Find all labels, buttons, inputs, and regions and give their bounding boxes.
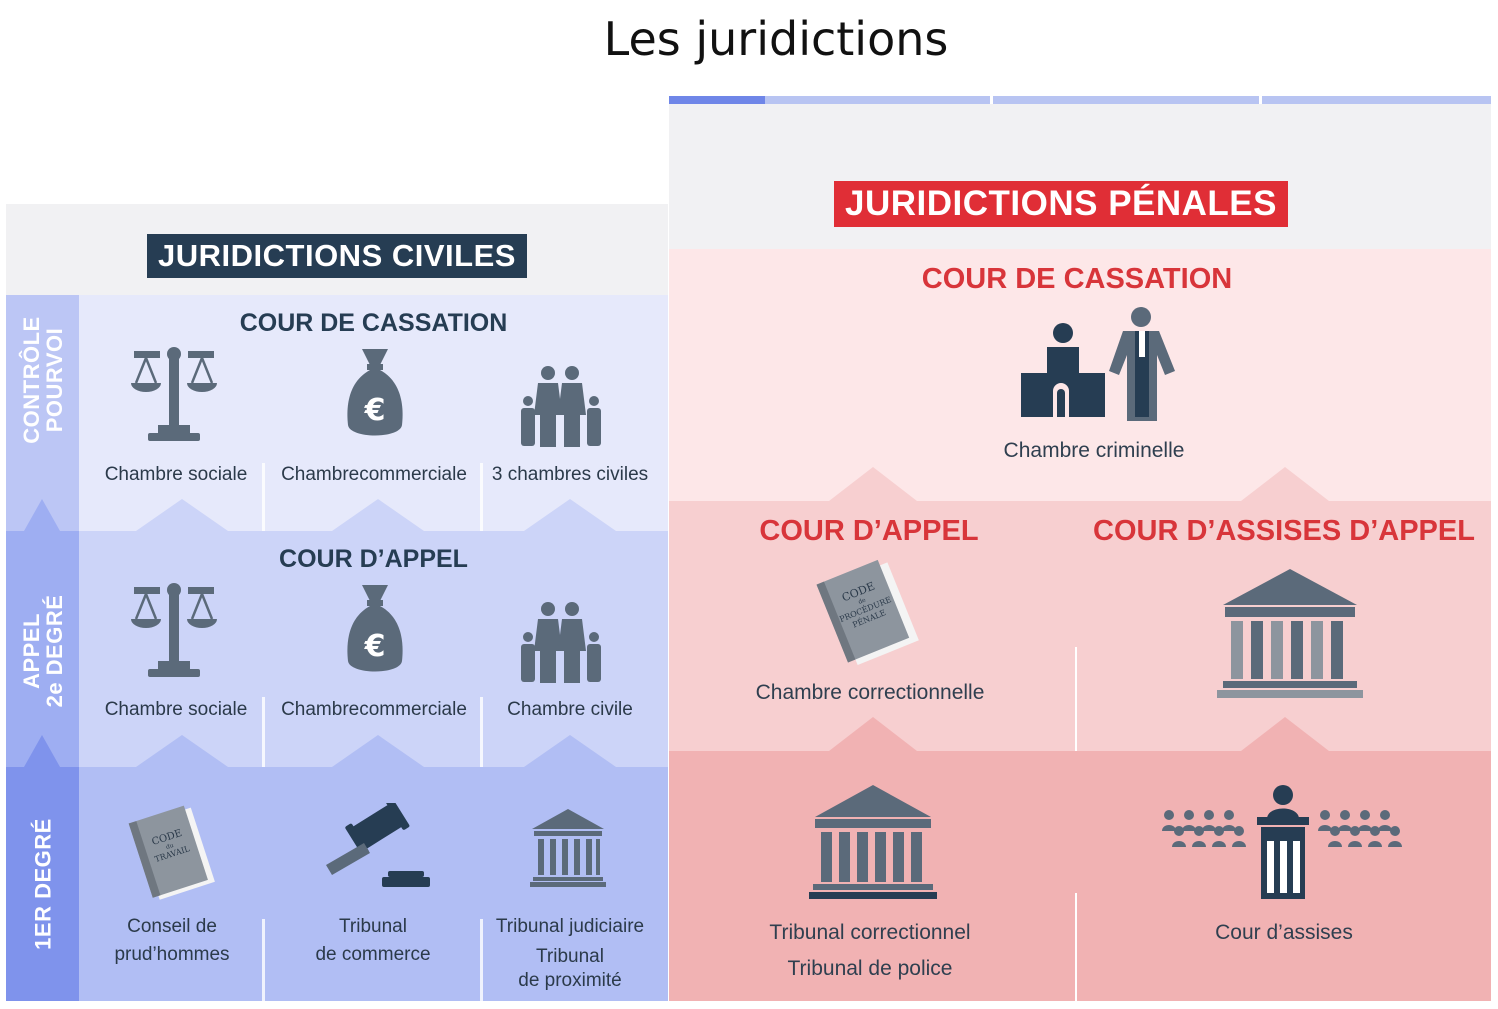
civil-appel-heading: COUR D’APPEL <box>279 545 468 573</box>
arrow-up-icon <box>136 735 228 767</box>
civil-appel-cell-2: Chambrecommerciale <box>281 699 467 720</box>
arrow-up-icon <box>24 735 60 767</box>
code-book-text: de <box>857 596 867 605</box>
top-strip <box>669 96 1491 104</box>
penal-first-degree-band: Tribunal correctionnel Tribunal de polic… <box>669 751 1491 1001</box>
separator <box>480 697 483 767</box>
cell-line-2: prud’hommes <box>114 944 230 965</box>
civil-first-cell-1: Conseil de prud’hommes <box>72 913 272 969</box>
civil-cassation-heading: COUR DE CASSATION <box>239 309 508 337</box>
side-label-line-2: POURVOI <box>42 327 67 433</box>
cell-line-3: de proximité <box>518 970 622 991</box>
separator <box>480 919 483 1001</box>
penal-cassation-cell: Chambre criminelle <box>1003 439 1185 462</box>
arrow-up-icon <box>829 717 917 751</box>
arrow-up-icon <box>829 467 917 501</box>
arrow-up-icon <box>136 499 228 531</box>
civil-first-degree-band: 1ER DEGRÉ CODE du TRAVAIL <box>6 767 668 1001</box>
civil-first-cell-2: Tribunal de commerce <box>273 913 473 969</box>
code-book-icon: CODE de PROCÉDURE PÉNALE <box>816 559 919 666</box>
penal-cassation-band: COUR DE CASSATION Chambre criminelle <box>669 249 1491 501</box>
cell-line-1: Tribunal correctionnel <box>769 921 971 944</box>
cell-line-1: Tribunal judiciaire <box>495 916 645 937</box>
civil-cassation-band: CONTRÔLE POURVOI COUR DE CASSATION € <box>6 295 668 531</box>
arrow-up-icon <box>24 499 60 531</box>
cell-line-2: Tribunal de police <box>787 957 953 980</box>
arrow-up-icon <box>1241 717 1329 751</box>
family-icon <box>521 602 601 683</box>
family-icon <box>521 366 601 447</box>
cell-line-1: Conseil de <box>127 916 217 937</box>
top-strip-gap <box>990 96 993 104</box>
penal-badge: JURIDICTIONS PÉNALES <box>834 181 1288 227</box>
side-label-line-1: APPEL <box>19 613 44 689</box>
penal-appel-cell: Chambre correctionnelle <box>755 681 985 704</box>
civil-cassation-cell-2: Chambrecommerciale <box>281 464 467 485</box>
side-label-line-2: 2e DEGRÉ <box>42 594 67 708</box>
penal-appel-heading: COUR D’APPEL <box>759 515 979 547</box>
arrow-up-icon <box>332 735 424 767</box>
penal-courts-panel: JURIDICTIONS PÉNALES COUR DE CASSATION C… <box>669 96 1491 1001</box>
side-label-line-1: CONTRÔLE <box>19 316 44 444</box>
money-bag-icon: € <box>347 585 403 672</box>
civil-first-cell-3: Tribunal judiciaire Tribunal de proximit… <box>470 913 668 993</box>
civil-cassation-cell-1: Chambre sociale <box>104 464 248 485</box>
money-bag-icon: € <box>347 349 403 436</box>
separator <box>262 919 265 1001</box>
cell-line-2: de commerce <box>315 944 431 965</box>
arrow-up-icon <box>1241 467 1329 501</box>
penal-first-cell-right: Cour d’assises <box>1215 921 1353 944</box>
penal-assises-appel-heading: COUR D’ASSISES D’APPEL <box>1093 515 1475 547</box>
courthouse-icon <box>809 785 937 899</box>
civil-badge: JURIDICTIONS CIVILES <box>147 234 527 278</box>
gavel-icon <box>326 803 430 887</box>
penal-appel-band: COUR D’APPEL COUR D’ASSISES D’APPEL CODE… <box>669 501 1491 751</box>
separator <box>262 697 265 767</box>
separator <box>480 463 483 531</box>
cell-line-2: Tribunal <box>536 946 604 967</box>
arrow-up-icon <box>524 735 616 767</box>
svg-text:€: € <box>364 393 386 428</box>
civil-appel-band: APPEL 2e DEGRÉ COUR D’APPEL € <box>6 531 668 767</box>
penal-cassation-heading: COUR DE CASSATION <box>921 263 1233 295</box>
page-title: Les juridictions <box>603 12 949 66</box>
civil-first-degree-side-label: 1ER DEGRÉ <box>6 767 79 1001</box>
civil-cassation-side-label: CONTRÔLE POURVOI <box>6 295 79 531</box>
arrow-up-icon <box>332 499 424 531</box>
civil-cassation-cell-3: 3 chambres civiles <box>491 464 649 485</box>
civil-appel-cell-1: Chambre sociale <box>104 699 248 720</box>
top-strip-accent <box>669 96 765 104</box>
courthouse-icon <box>1217 569 1363 698</box>
judges-icon <box>1021 307 1175 421</box>
courthouse-icon <box>530 809 606 887</box>
assize-court-icon <box>1162 785 1402 899</box>
scales-icon <box>131 583 217 677</box>
penal-first-cell-left: Tribunal correctionnel Tribunal de polic… <box>689 915 1051 987</box>
separator <box>262 463 265 531</box>
separator <box>1075 647 1077 751</box>
arrow-up-icon <box>524 499 616 531</box>
code-book-icon: CODE du TRAVAIL <box>128 805 215 900</box>
svg-text:€: € <box>364 629 386 664</box>
cell-line-1: Tribunal <box>339 916 407 937</box>
scales-icon <box>131 347 217 441</box>
top-strip-gap <box>1259 96 1262 104</box>
civil-courts-panel: JURIDICTIONS CIVILES CONTRÔLE POURVOI CO… <box>6 204 668 1001</box>
civil-appel-cell-3: Chambre civile <box>507 699 633 720</box>
side-label-line-1: 1ER DEGRÉ <box>30 818 56 950</box>
code-book-text: du <box>165 842 175 851</box>
civil-appel-side-label: APPEL 2e DEGRÉ <box>6 531 79 767</box>
separator <box>1075 893 1077 1001</box>
